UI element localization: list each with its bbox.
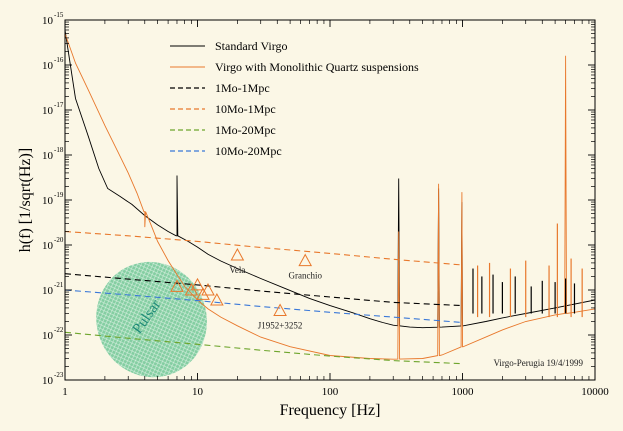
y-tick-exponent-6: -21 <box>54 281 64 289</box>
source-marker-2 <box>273 303 287 317</box>
series-line-5 <box>65 289 463 324</box>
axes: 1 10 100 1000 1000010-1510-1610-1710-1810-19… <box>17 11 609 419</box>
series-line-3 <box>65 230 463 266</box>
x-tick-label-4: 10000 <box>581 386 609 398</box>
y-tick-exponent-1: -16 <box>54 56 64 64</box>
legend-label-0: Standard Virgo <box>215 39 288 53</box>
y-tick-exponent-8: -23 <box>54 371 64 379</box>
legend-label-1: Virgo with Monolithic Quartz suspensions <box>215 60 419 74</box>
annotation-text: Virgo-Perugia 19/4/1999 <box>493 358 583 368</box>
source-marker-5 <box>190 277 205 291</box>
x-tick-label-3: 1000 <box>452 386 475 398</box>
legend-label-5: 10Mo-20Mpc <box>215 144 282 158</box>
y-tick-label-3: 10 <box>42 150 54 162</box>
x-tick-label-2: 100 <box>322 386 339 398</box>
y-tick-label-8: 10 <box>42 375 54 387</box>
pulsar-region <box>96 261 207 378</box>
series-line-1 <box>65 33 595 360</box>
series-line-4 <box>65 331 463 365</box>
y-tick-label-2: 10 <box>42 105 54 117</box>
source-marker-0 <box>230 247 245 261</box>
x-tick-label-1: 10 <box>192 386 204 398</box>
y-tick-label-1: 10 <box>42 60 54 72</box>
y-tick-exponent-0: -15 <box>54 11 64 19</box>
source-marker-6 <box>196 287 210 300</box>
legend: Standard Virgo Virgo with Monolithic Quar… <box>170 39 419 158</box>
y-axis-label: h(f) [1/sqrt(Hz)] <box>17 148 34 252</box>
plot-area: PulsarVelaGranchioJ1952+3252Virgo-Perugi… <box>65 29 595 378</box>
source-marker-7 <box>201 282 215 296</box>
source-label-2: J1952+3252 <box>258 321 303 331</box>
x-axis-label: Frequency [Hz] <box>280 402 381 419</box>
legend-label-2: 1Mo-1Mpc <box>215 81 270 95</box>
y-tick-exponent-2: -17 <box>54 101 64 109</box>
source-label-1: Granchio <box>288 271 322 281</box>
y-tick-exponent-3: -18 <box>54 146 64 154</box>
source-label-0: Vela <box>229 265 245 275</box>
y-tick-label-4: 10 <box>42 195 54 207</box>
y-tick-exponent-7: -22 <box>54 326 64 334</box>
source-marker-8 <box>210 292 224 306</box>
y-tick-label-5: 10 <box>42 240 54 252</box>
source-marker-1 <box>298 253 313 267</box>
legend-label-3: 10Mo-1Mpc <box>215 102 276 116</box>
y-tick-label-7: 10 <box>42 330 54 342</box>
plot-series <box>65 29 595 365</box>
x-tick-label-0: 1 <box>62 386 68 398</box>
y-tick-exponent-5: -20 <box>54 236 64 244</box>
source-marker-3 <box>170 279 184 292</box>
legend-label-4: 1Mo-20Mpc <box>215 123 276 137</box>
y-tick-label-6: 10 <box>42 285 54 297</box>
y-tick-label-0: 10 <box>42 15 54 27</box>
series-line-2 <box>65 273 463 307</box>
y-tick-exponent-4: -19 <box>54 191 64 199</box>
